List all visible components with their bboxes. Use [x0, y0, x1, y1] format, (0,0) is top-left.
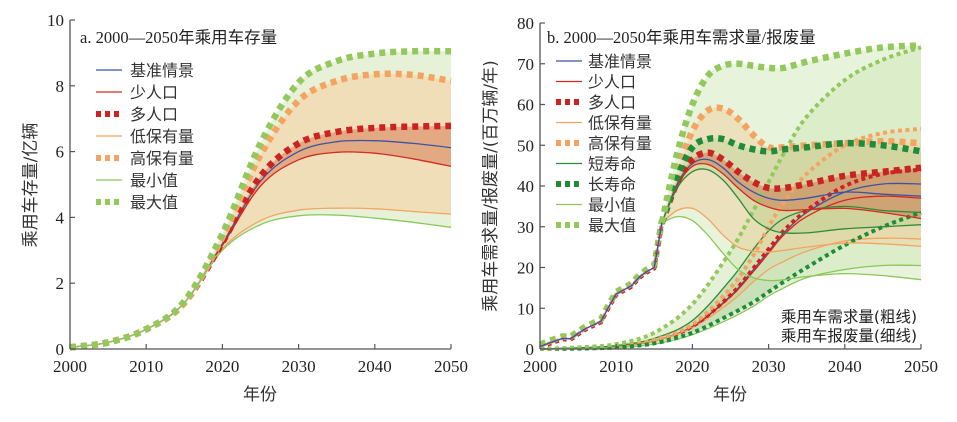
- chart-b-demand-scrap: 2000 2010 2020 2030 2040 20500102030405060708…: [481, 14, 938, 405]
- legend-label: 少人口: [130, 83, 178, 102]
- chart-b-demand-line-series-2: [658, 149, 922, 224]
- chart-a-x-tick-label: 2040: [358, 357, 392, 376]
- chart-a-y-tick-label: 2: [56, 274, 65, 293]
- legend-label: 多人口: [588, 93, 636, 112]
- legend-label: 长寿命: [588, 175, 636, 194]
- chart-b-demand-line-series-4: [658, 104, 922, 224]
- chart-b-demand-line-series-8: [658, 42, 922, 224]
- legend-label: 基准情景: [588, 52, 652, 71]
- chart-b-y-tick-label: 60: [517, 96, 534, 115]
- chart-b-legend-item: 高保有量: [556, 134, 652, 153]
- chart-b-history-pop: [539, 223, 664, 350]
- chart-b-history-stock: [539, 222, 664, 349]
- chart-b-legend-item: 基准情景: [556, 52, 652, 71]
- chart-a-legend-item: 最小值: [96, 171, 178, 190]
- chart-b-demand-line-series-6: [658, 134, 922, 224]
- chart-b-y-tick-label: 10: [517, 299, 534, 318]
- chart-a-y-tick-label: 6: [56, 143, 65, 162]
- chart-a-line-series-3: [69, 207, 452, 349]
- chart-a-y-tick-label: 8: [56, 77, 65, 96]
- chart-a-y-tick-label: 0: [56, 340, 65, 359]
- chart-b-x-axis-title: 年份: [713, 385, 747, 405]
- chart-b-x-tick-label: 2040: [828, 357, 862, 376]
- chart-a-y-axis-title: 乘用车存量/亿辆: [21, 123, 41, 248]
- chart-a-legend-item: 少人口: [96, 83, 178, 102]
- chart-b-annotation-demand: 乘用车需求量(粗线): [781, 308, 917, 326]
- chart-a-band-2: [70, 125, 451, 348]
- legend-label: 短寿命: [588, 155, 636, 174]
- chart-b-demand-line-series-7: [661, 215, 922, 282]
- chart-b-y-tick-label: 70: [517, 55, 534, 74]
- legend-label: 最大值: [130, 193, 178, 212]
- chart-a-x-tick-label: 2030: [282, 357, 316, 376]
- chart-b-y-tick-label: 40: [517, 177, 534, 196]
- chart-b-x-tick-label: 2000: [523, 357, 557, 376]
- chart-a-title: a. 2000—2050年乘用车存量: [80, 28, 277, 47]
- chart-a-x-axis-title: 年份: [243, 385, 277, 405]
- chart-a-legend-item: 低保有量: [96, 127, 194, 146]
- chart-a-y-tick-label: 10: [47, 11, 64, 30]
- chart-a-legend-item: 最大值: [96, 193, 178, 212]
- chart-a-line-series-5: [69, 214, 452, 349]
- chart-a-legend-item: 基准情景: [96, 61, 194, 80]
- chart-a-stock: 2000 2010 2020 2030 2040 2050 0 2 4 6 8 10 a. 2000—…: [21, 11, 468, 405]
- chart-b-legend-item: 少人口: [556, 73, 636, 92]
- chart-a-x-tick-label: 2050: [434, 357, 468, 376]
- legend-label: 最小值: [130, 171, 178, 190]
- chart-b-x-tick-label: 2030: [752, 357, 786, 376]
- chart-b-annotation-scrap: 乘用车报废量(细线): [781, 327, 917, 345]
- chart-a-bands: [70, 51, 451, 348]
- legend-label: 低保有量: [588, 114, 652, 133]
- chart-b-legend-item: 最大值: [556, 216, 636, 235]
- chart-b-legend-item: 多人口: [556, 93, 636, 112]
- chart-b-history-max: [538, 220, 666, 348]
- chart-a-x-tick-label: 2000: [53, 357, 87, 376]
- chart-b-legend-item: 短寿命: [556, 155, 636, 174]
- legend-label: 最大值: [588, 216, 636, 235]
- chart-a-ticks: 2000 2010 2020 2030 2040 2050 0 2 4 6 8 10: [47, 11, 468, 376]
- chart-a-legend-item: 多人口: [96, 105, 178, 124]
- chart-a-y-tick-label: 4: [56, 208, 65, 227]
- chart-b-x-tick-label: 2050: [904, 357, 938, 376]
- chart-b-y-tick-label: 30: [517, 218, 534, 237]
- chart-a-x-tick-label: 2020: [205, 357, 239, 376]
- chart-b-legend-item: 长寿命: [556, 175, 636, 194]
- chart-b-y-tick-label: 20: [517, 259, 534, 278]
- chart-a-legend-item: 高保有量: [96, 149, 194, 168]
- chart-b-legend-item: 最小值: [556, 196, 636, 215]
- chart-b-demand-line-series-5: [661, 168, 922, 234]
- chart-b-demand-line-series-1: [661, 162, 922, 223]
- chart-b-x-tick-label: 2020: [675, 357, 709, 376]
- legend-label: 高保有量: [130, 149, 194, 168]
- chart-a-line-series-6: [69, 47, 452, 351]
- legend-label: 多人口: [130, 105, 178, 124]
- chart-b-y-tick-label: 80: [517, 14, 534, 33]
- chart-b-title: b. 2000—2050年乘用车需求量/报废量: [547, 28, 816, 47]
- legend-label: 低保有量: [130, 127, 194, 146]
- chart-b-legend-item: 低保有量: [556, 114, 652, 133]
- chart-b-demand-line-series-3: [661, 207, 922, 253]
- chart-a-x-tick-label: 2010: [129, 357, 163, 376]
- chart-b-y-axis-title: 乘用车需求量/报废量/(百万辆/年): [481, 60, 501, 311]
- legend-label: 基准情景: [130, 61, 194, 80]
- chart-b-history-base: [539, 222, 663, 348]
- legend-label: 高保有量: [588, 134, 652, 153]
- legend-label: 少人口: [588, 73, 636, 92]
- chart-b-y-tick-label: 50: [517, 136, 534, 155]
- chart-a-lines: [69, 47, 452, 351]
- chart-b-x-tick-label: 2010: [599, 357, 633, 376]
- chart-b-ticks: 2000 2010 2020 2030 2040 20500102030405060708…: [517, 14, 938, 376]
- legend-label: 最小值: [588, 196, 636, 215]
- chart-b-y-tick-label: 0: [526, 340, 535, 359]
